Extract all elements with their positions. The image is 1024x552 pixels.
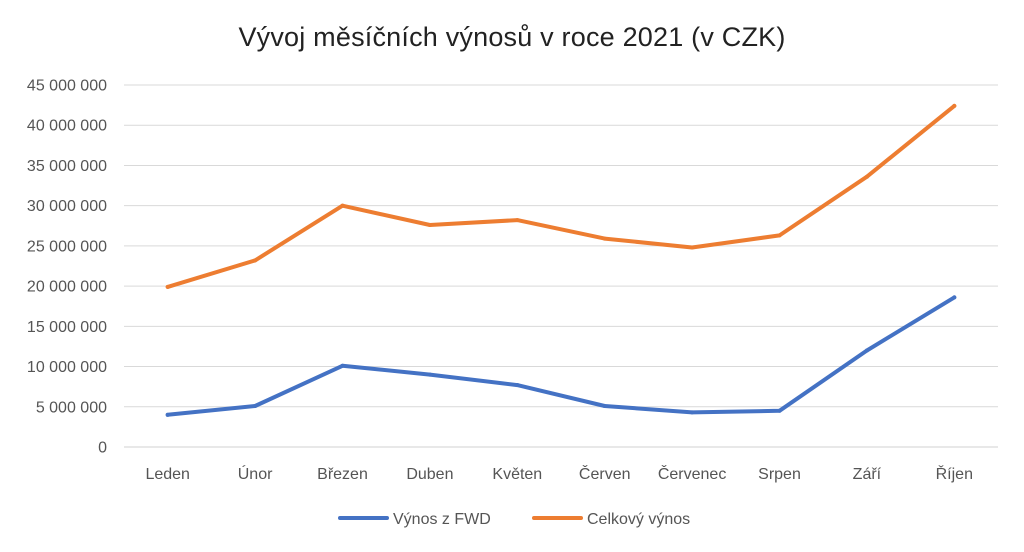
x-tick-label: Září xyxy=(853,466,882,483)
y-tick-label: 25 000 000 xyxy=(27,238,107,255)
data-point xyxy=(340,203,345,208)
x-tick-label: Květen xyxy=(492,466,542,483)
data-point xyxy=(427,372,432,377)
legend-label: Celkový výnos xyxy=(587,511,690,528)
y-tick-label: 30 000 000 xyxy=(27,198,107,215)
y-tick-label: 40 000 000 xyxy=(27,118,107,135)
series-line-1 xyxy=(165,295,957,417)
x-tick-label: Leden xyxy=(145,466,190,483)
x-tick-label: Červen xyxy=(579,464,631,483)
y-tick-label: 15 000 000 xyxy=(27,319,107,336)
y-tick-label: 10 000 000 xyxy=(27,359,107,376)
data-point xyxy=(777,233,782,238)
y-tick-label: 45 000 000 xyxy=(27,78,107,95)
x-tick-label: Březen xyxy=(317,466,368,483)
data-point xyxy=(515,218,520,223)
data-point xyxy=(602,403,607,408)
y-tick-label: 35 000 000 xyxy=(27,158,107,175)
data-point xyxy=(515,383,520,388)
series-line-2 xyxy=(165,103,957,289)
y-tick-label: 0 xyxy=(98,440,107,457)
x-tick-label: Únor xyxy=(238,464,273,483)
legend-label: Výnos z FWD xyxy=(393,511,491,528)
y-tick-label: 5 000 000 xyxy=(36,399,107,416)
data-point xyxy=(427,222,432,227)
x-tick-label: Červenec xyxy=(658,464,726,483)
data-point xyxy=(253,403,258,408)
data-point xyxy=(690,410,695,415)
chart-title: Vývoj měsíčních výnosů v roce 2021 (v CZ… xyxy=(238,22,786,52)
data-point xyxy=(777,408,782,413)
data-point xyxy=(864,348,869,353)
data-point xyxy=(602,236,607,241)
data-point xyxy=(165,412,170,417)
data-point xyxy=(340,363,345,368)
data-point xyxy=(952,295,957,300)
data-point xyxy=(165,284,170,289)
x-tick-label: Srpen xyxy=(758,466,801,483)
x-tick-label: Duben xyxy=(406,466,453,483)
x-tick-label: Říjen xyxy=(936,464,973,483)
data-point xyxy=(690,245,695,250)
data-point xyxy=(864,174,869,179)
y-tick-label: 20 000 000 xyxy=(27,279,107,296)
data-point xyxy=(952,103,957,108)
data-point xyxy=(253,258,258,263)
